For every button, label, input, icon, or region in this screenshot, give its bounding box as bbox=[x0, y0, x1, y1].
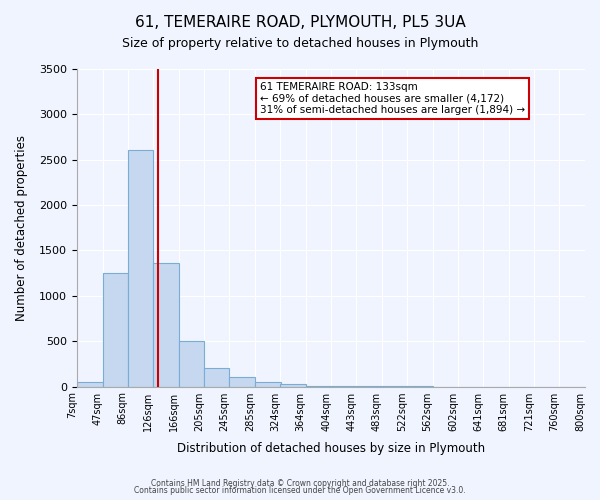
Bar bbox=[179, 341, 205, 386]
X-axis label: Distribution of detached houses by size in Plymouth: Distribution of detached houses by size … bbox=[177, 442, 485, 455]
Text: Contains HM Land Registry data © Crown copyright and database right 2025.: Contains HM Land Registry data © Crown c… bbox=[151, 478, 449, 488]
Y-axis label: Number of detached properties: Number of detached properties bbox=[15, 135, 28, 321]
Bar bbox=[280, 384, 305, 386]
Bar bbox=[103, 273, 128, 386]
Bar bbox=[153, 263, 179, 386]
Bar bbox=[128, 150, 153, 386]
Bar bbox=[255, 382, 281, 386]
Bar bbox=[229, 376, 255, 386]
Bar bbox=[204, 368, 229, 386]
Text: Size of property relative to detached houses in Plymouth: Size of property relative to detached ho… bbox=[122, 38, 478, 51]
Text: Contains public sector information licensed under the Open Government Licence v3: Contains public sector information licen… bbox=[134, 486, 466, 495]
Text: 61 TEMERAIRE ROAD: 133sqm
← 69% of detached houses are smaller (4,172)
31% of se: 61 TEMERAIRE ROAD: 133sqm ← 69% of detac… bbox=[260, 82, 525, 115]
Text: 61, TEMERAIRE ROAD, PLYMOUTH, PL5 3UA: 61, TEMERAIRE ROAD, PLYMOUTH, PL5 3UA bbox=[134, 15, 466, 30]
Bar bbox=[77, 382, 103, 386]
